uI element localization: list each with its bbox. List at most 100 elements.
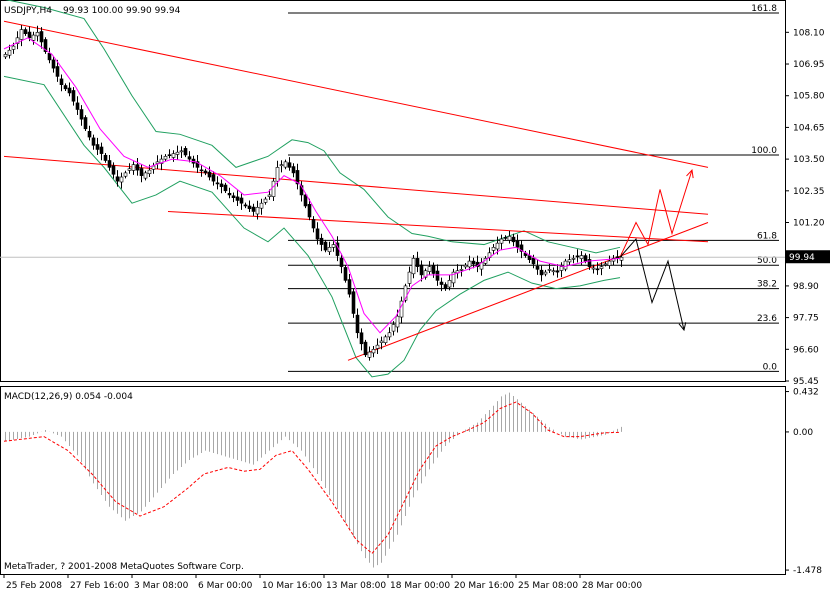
candle-body	[371, 349, 376, 354]
candle-body	[543, 271, 548, 275]
moving-average-line	[3, 37, 621, 334]
candle-body	[67, 87, 72, 94]
candle-body	[211, 174, 216, 182]
time-axis-label: 25 Mar 08:00	[518, 581, 578, 591]
candle-body	[11, 45, 16, 50]
fib-level-label: 38.2	[757, 280, 777, 290]
candle-body	[139, 168, 144, 176]
candle-body	[71, 90, 76, 102]
candle-body	[259, 202, 264, 209]
fib-level-label: 0.0	[763, 362, 778, 372]
candle-body	[267, 194, 272, 197]
projection-down-arrowhead	[678, 322, 687, 332]
candle-body	[175, 151, 180, 155]
candle-body	[319, 237, 324, 245]
candle-body	[587, 259, 592, 267]
candle-body	[63, 85, 68, 90]
candle-body	[415, 258, 420, 267]
candle-body	[359, 332, 364, 345]
candle-body	[47, 52, 52, 61]
price-axis-label: 106.95	[793, 60, 825, 70]
candle-body	[167, 154, 172, 157]
candle-body	[303, 194, 308, 207]
candle-body	[227, 192, 232, 196]
candle-body	[143, 172, 148, 179]
time-axis-label: 18 Mar 00:00	[390, 581, 450, 591]
time-axis-label: 3 Mar 08:00	[134, 581, 189, 591]
candle-body	[495, 242, 500, 250]
macd-axis-label: -1.478	[793, 566, 822, 576]
candle-body	[235, 196, 240, 201]
time-axis-label: 6 Mar 00:00	[198, 581, 253, 591]
candle-body	[443, 284, 448, 289]
candle-body	[59, 78, 64, 85]
candle-body	[207, 171, 212, 178]
candle-body	[387, 332, 392, 338]
projection-up-arrowhead	[686, 169, 694, 179]
candle-body	[571, 258, 576, 260]
candle-body	[91, 137, 96, 146]
candle-body	[39, 31, 44, 43]
candle-body	[75, 102, 80, 110]
candle-body	[339, 257, 344, 267]
candle-body	[279, 164, 284, 167]
candle-body	[611, 258, 616, 262]
candle-body	[599, 266, 604, 269]
price-axis-label: 97.75	[793, 314, 819, 324]
candle-body	[423, 270, 428, 278]
candle-body	[607, 260, 612, 266]
trend-line	[3, 20, 709, 168]
candle-body	[283, 161, 288, 168]
candle-body	[155, 161, 160, 164]
candle-body	[431, 265, 436, 274]
candle-body	[87, 130, 92, 138]
candle-body	[563, 260, 568, 270]
price-axis-label: 104.65	[793, 123, 825, 133]
price-axis-label: 102.35	[793, 187, 825, 197]
candle-body	[595, 268, 600, 271]
time-axis-label: 10 Mar 16:00	[262, 581, 322, 591]
candle-body	[31, 34, 36, 41]
axis-layer: 108.10 106.95 105.80 104.65 103.50 102.35 101.…	[3, 28, 825, 591]
candle-body	[531, 257, 536, 265]
candle-body	[123, 172, 128, 177]
candle-body	[395, 315, 400, 328]
candle-body	[115, 176, 120, 182]
price-axis-label: 108.10	[793, 28, 825, 38]
candle-body	[275, 167, 280, 182]
candle-body	[203, 170, 208, 174]
time-axis-label: 13 Mar 08:00	[326, 581, 386, 591]
candle-body	[419, 264, 424, 276]
candle-body	[99, 146, 104, 154]
candle-body	[179, 150, 184, 153]
candle-body	[187, 156, 192, 160]
candle-body	[583, 255, 588, 262]
candle-body	[615, 256, 620, 259]
chart-title: USDJPY,H4	[4, 6, 52, 16]
macd-axis-label: 0.00	[793, 428, 813, 438]
candle-body	[199, 169, 204, 172]
candle-body	[619, 256, 624, 261]
candle-body	[183, 148, 188, 156]
projection-down-line	[619, 238, 685, 331]
candle-body	[447, 280, 452, 288]
candle-body	[295, 170, 300, 185]
candle-body	[439, 281, 444, 285]
candle-body	[403, 285, 408, 301]
fib-level-label: 161.8	[751, 4, 777, 14]
candle-body	[343, 267, 348, 281]
candle-body	[19, 29, 24, 40]
candle-body	[151, 165, 156, 170]
candle-body	[163, 156, 168, 160]
candle-body	[579, 255, 584, 259]
candle-body	[271, 180, 276, 197]
candle-body	[95, 144, 100, 150]
price-axis-label: 98.90	[793, 282, 819, 292]
fib-level-label: 50.0	[757, 256, 777, 266]
candle-body	[351, 291, 356, 314]
candle-body	[347, 279, 352, 295]
candle-body	[327, 247, 332, 253]
candle-body	[15, 37, 20, 44]
candle-body	[195, 161, 200, 168]
